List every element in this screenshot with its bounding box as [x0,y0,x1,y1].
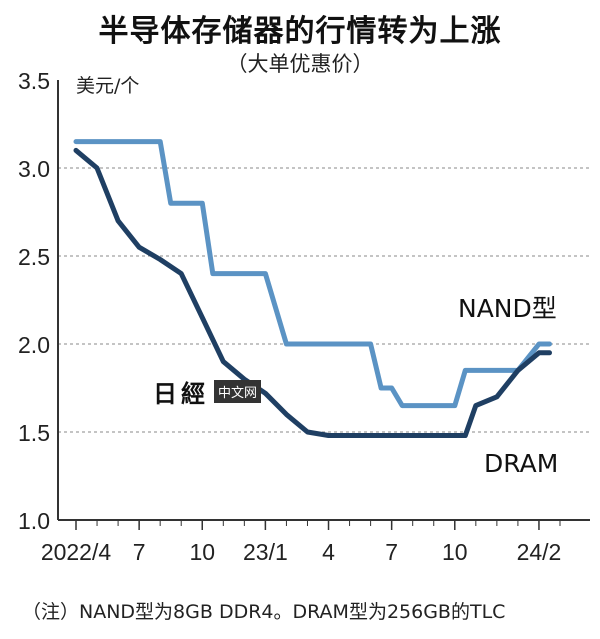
series-lines [73,139,552,438]
y-tick-label: 2.0 [18,332,50,358]
nand-series-line [73,139,552,409]
x-tick-label: 10 [442,539,468,565]
x-tick-label: 24/2 [517,539,562,565]
labels: 1.0 1.5 2.0 2.5 3.0 3.5 美元/个 2022/4 7 10 23/1 4 7 10 2… [18,68,561,565]
x-tick-label: 10 [189,539,215,565]
y-tick-label: 3.5 [18,68,50,94]
dram-series-label: DRAM [484,449,558,478]
watermark: 日經 中文网 [150,374,262,409]
x-tick-label: 2022/4 [41,539,112,565]
axes [57,80,590,530]
x-tick-label: 23/1 [243,539,288,565]
x-tick-label: 7 [385,539,398,565]
watermark-tag: 中文网 [214,380,262,403]
y-tick-label: 2.5 [18,244,50,270]
y-axis-label: 美元/个 [76,75,139,97]
x-tick-label: 4 [322,539,335,565]
x-tick-label: 7 [133,539,146,565]
chart-subtitle: （大单优惠价） [226,52,374,76]
watermark-logo: 日經 [150,374,212,409]
dram-series-line [73,147,552,438]
nand-series-label: NAND型 [458,294,557,323]
y-tick-label: 3.0 [18,156,50,182]
footnote: （注）NAND型为8GB DDR4。DRAM型为256GB的TLC [22,601,506,623]
chart-title: 半导体存储器的行情转为上涨 [98,14,502,49]
y-tick-label: 1.0 [18,508,50,534]
y-tick-label: 1.5 [18,420,50,446]
